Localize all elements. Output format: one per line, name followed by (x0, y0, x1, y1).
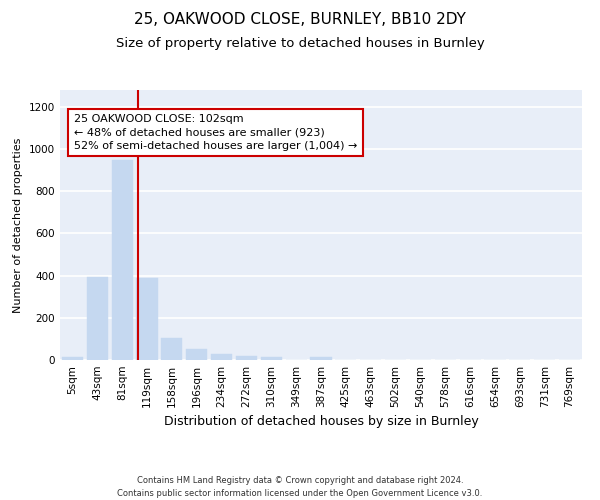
X-axis label: Distribution of detached houses by size in Burnley: Distribution of detached houses by size … (164, 416, 478, 428)
Text: Contains HM Land Registry data © Crown copyright and database right 2024.
Contai: Contains HM Land Registry data © Crown c… (118, 476, 482, 498)
Text: Size of property relative to detached houses in Burnley: Size of property relative to detached ho… (116, 38, 484, 51)
Bar (87, 276, 108, 360)
Bar (161, 338, 182, 360)
Bar (186, 349, 207, 360)
Bar (310, 358, 332, 360)
Bar (236, 356, 257, 360)
Bar (62, 358, 83, 360)
Bar (211, 354, 232, 360)
Y-axis label: Number of detached properties: Number of detached properties (13, 138, 23, 312)
Bar (112, 160, 133, 360)
Text: 25 OAKWOOD CLOSE: 102sqm
← 48% of detached houses are smaller (923)
52% of semi-: 25 OAKWOOD CLOSE: 102sqm ← 48% of detach… (74, 114, 357, 150)
Bar (261, 358, 282, 360)
Bar (136, 278, 158, 360)
Text: 25, OAKWOOD CLOSE, BURNLEY, BB10 2DY: 25, OAKWOOD CLOSE, BURNLEY, BB10 2DY (134, 12, 466, 28)
